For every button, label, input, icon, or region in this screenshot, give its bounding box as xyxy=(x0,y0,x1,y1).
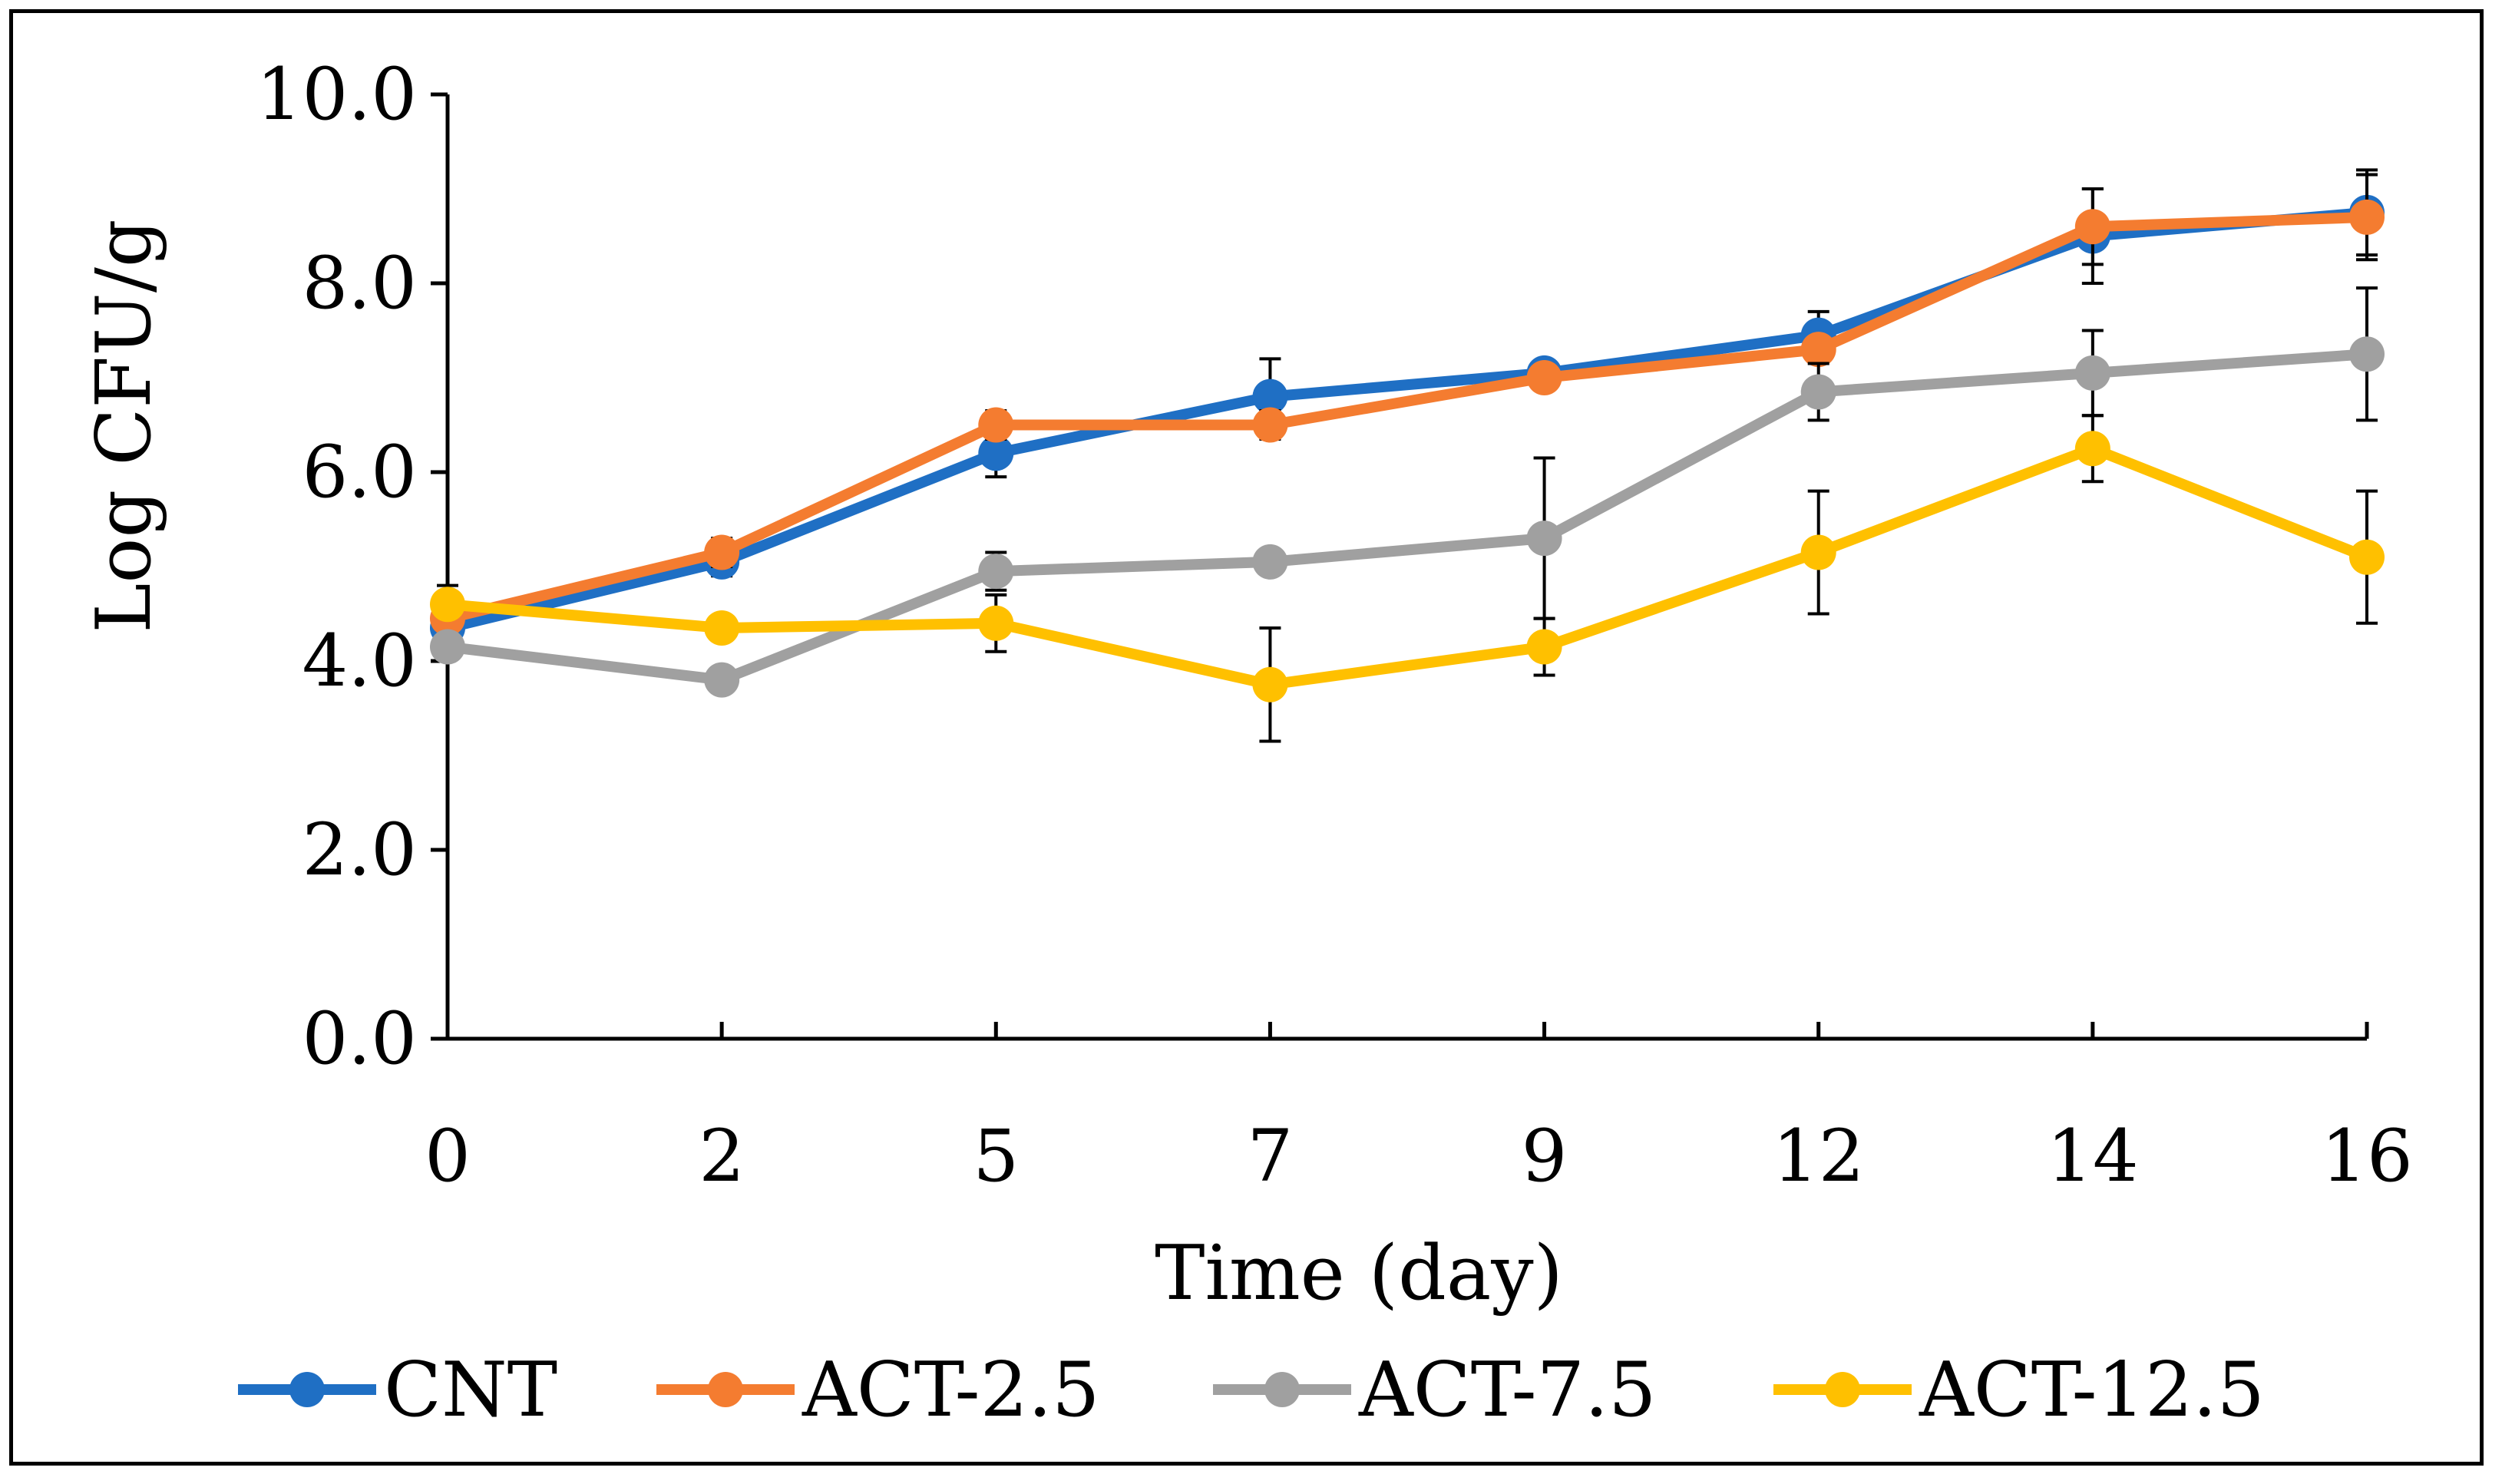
data-point xyxy=(2349,199,2385,235)
x-tick-label: 2 xyxy=(699,1115,745,1198)
y-tick-label: 4.0 xyxy=(302,620,418,703)
series-line xyxy=(447,349,2368,686)
series-layer xyxy=(430,168,2385,743)
data-point xyxy=(2349,539,2385,575)
y-tick-label: 10.0 xyxy=(256,53,417,137)
data-point xyxy=(1526,521,1562,557)
series-act-12-5 xyxy=(430,414,2385,743)
legend-label: ACT-2.5 xyxy=(801,1347,1099,1434)
legend: CNT ACT-2.5 ACT-7.5 ACT-12.5 xyxy=(238,1347,2265,1434)
data-point xyxy=(1252,666,1288,702)
data-point xyxy=(978,435,1014,471)
x-tick-label: 0 xyxy=(425,1115,471,1198)
legend-label: ACT-12.5 xyxy=(1919,1347,2265,1434)
data-point xyxy=(978,554,1014,590)
data-point xyxy=(1800,374,1836,410)
data-point xyxy=(704,534,740,570)
data-point xyxy=(1526,360,1562,395)
data-point xyxy=(1800,332,1836,368)
x-tick-label: 9 xyxy=(1522,1115,1568,1198)
data-point xyxy=(1252,378,1288,415)
data-point xyxy=(2074,431,2110,467)
data-point xyxy=(1526,629,1562,665)
x-tick-label: 12 xyxy=(1773,1115,1865,1198)
axes: 0.0 2.0 4.0 6.0 8.0 10.0 0 2 5 7 9 12 14 16 xyxy=(256,53,2413,1198)
y-tick-label: 2.0 xyxy=(302,808,418,892)
series-line xyxy=(446,211,2368,624)
data-point xyxy=(1800,534,1836,570)
legend-label: ACT-7.5 xyxy=(1358,1347,1656,1434)
x-tick-label: 7 xyxy=(1248,1115,1294,1198)
data-point xyxy=(2074,209,2110,245)
legend-item: ACT-2.5 xyxy=(656,1347,1099,1434)
data-point xyxy=(1252,407,1288,443)
y-axis-title: Log CFU/g xyxy=(81,219,168,633)
x-tick-label: 5 xyxy=(973,1115,1019,1198)
legend-swatch-marker xyxy=(708,1372,743,1407)
data-point xyxy=(978,605,1014,641)
data-point xyxy=(2074,355,2110,391)
data-point xyxy=(978,407,1014,443)
series-act-7-5 xyxy=(430,286,2385,698)
data-point xyxy=(430,629,465,665)
data-point xyxy=(704,610,740,646)
legend-swatch-marker xyxy=(1264,1372,1300,1407)
legend-item: ACT-12.5 xyxy=(1773,1347,2265,1434)
data-point xyxy=(704,662,740,698)
data-point xyxy=(2349,336,2385,372)
chart-frame xyxy=(9,9,2484,1466)
y-tick-label: 0.0 xyxy=(302,997,418,1081)
legend-item: CNT xyxy=(238,1347,557,1434)
x-tick-label: 16 xyxy=(2321,1115,2413,1198)
series-line xyxy=(447,443,2369,690)
legend-swatch-marker xyxy=(1825,1372,1860,1407)
data-point xyxy=(1252,544,1288,580)
legend-label: CNT xyxy=(384,1347,557,1434)
data-point xyxy=(430,587,465,623)
legend-item: ACT-7.5 xyxy=(1213,1347,1656,1434)
x-tick-label: 14 xyxy=(2047,1115,2139,1198)
y-tick-label: 6.0 xyxy=(302,431,418,514)
y-tick-label: 8.0 xyxy=(302,242,418,326)
x-axis-title: Time (day) xyxy=(1155,1230,1563,1317)
legend-swatch-marker xyxy=(289,1372,325,1407)
